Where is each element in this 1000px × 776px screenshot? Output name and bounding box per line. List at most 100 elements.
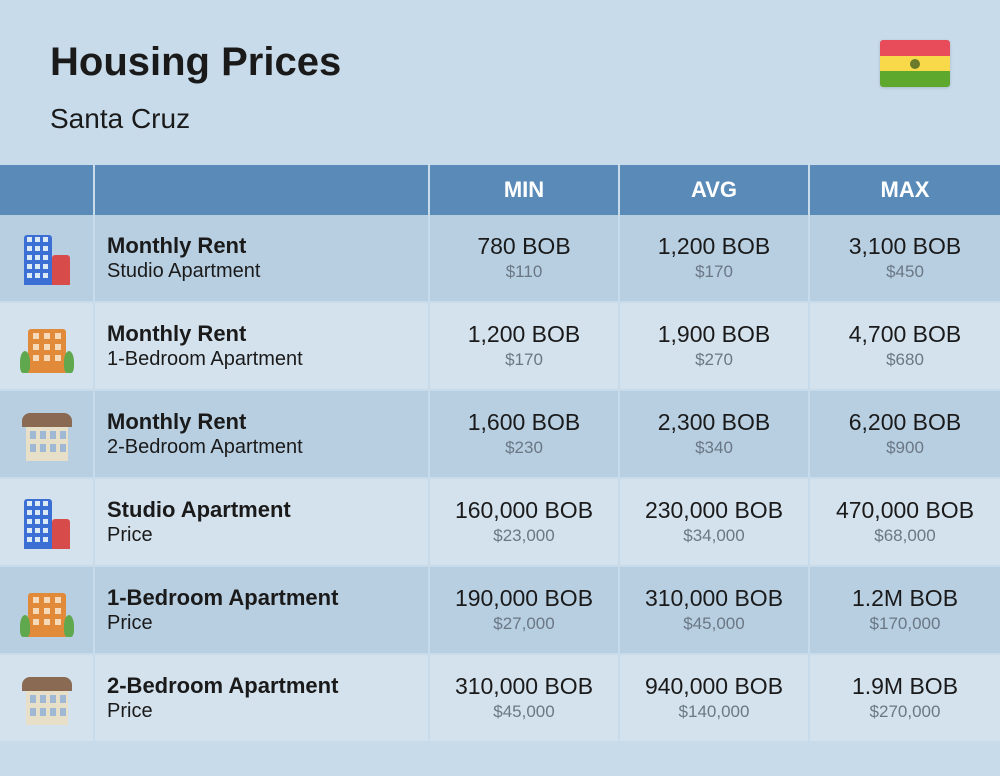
avg-usd: $170	[695, 261, 733, 283]
max-value: 3,100 BOB	[849, 233, 962, 261]
min-usd: $27,000	[493, 613, 554, 635]
cell-label: Monthly Rent Studio Apartment	[95, 215, 430, 303]
cell-min: 1,600 BOB $230	[430, 391, 620, 479]
cell-avg: 2,300 BOB $340	[620, 391, 810, 479]
avg-value: 310,000 BOB	[645, 585, 783, 613]
max-value: 4,700 BOB	[849, 321, 962, 349]
table-body: Monthly Rent Studio Apartment 780 BOB $1…	[0, 215, 1000, 743]
cell-max: 3,100 BOB $450	[810, 215, 1000, 303]
cell-max: 470,000 BOB $68,000	[810, 479, 1000, 567]
flag-stripe-mid	[880, 56, 950, 72]
min-usd: $110	[506, 261, 543, 283]
min-value: 780 BOB	[477, 233, 570, 261]
table-row: Studio Apartment Price 160,000 BOB $23,0…	[0, 479, 1000, 567]
min-usd: $23,000	[493, 525, 554, 547]
flag-stripe-top	[880, 40, 950, 56]
max-usd: $170,000	[870, 613, 941, 635]
cell-min: 1,200 BOB $170	[430, 303, 620, 391]
flag-emblem-icon	[910, 59, 920, 69]
avg-usd: $140,000	[679, 701, 750, 723]
max-usd: $900	[886, 437, 924, 459]
cell-min: 190,000 BOB $27,000	[430, 567, 620, 655]
min-value: 1,600 BOB	[468, 409, 581, 437]
max-value: 6,200 BOB	[849, 409, 962, 437]
th-label	[95, 165, 430, 215]
cell-avg: 940,000 BOB $140,000	[620, 655, 810, 743]
cell-max: 6,200 BOB $900	[810, 391, 1000, 479]
cell-icon	[0, 303, 95, 391]
th-min: MIN	[430, 165, 620, 215]
max-usd: $450	[886, 261, 924, 283]
row-title: Monthly Rent	[107, 408, 246, 436]
cell-avg: 1,200 BOB $170	[620, 215, 810, 303]
studio-building-icon	[18, 231, 76, 285]
max-value: 470,000 BOB	[836, 497, 974, 525]
cell-label: 2-Bedroom Apartment Price	[95, 655, 430, 743]
cell-max: 4,700 BOB $680	[810, 303, 1000, 391]
max-value: 1.2M BOB	[852, 585, 958, 613]
two-bedroom-building-icon	[18, 407, 76, 461]
two-bedroom-building-icon	[18, 671, 76, 725]
avg-usd: $270	[695, 349, 733, 371]
cell-avg: 310,000 BOB $45,000	[620, 567, 810, 655]
min-value: 190,000 BOB	[455, 585, 593, 613]
min-usd: $45,000	[493, 701, 554, 723]
cell-icon	[0, 567, 95, 655]
avg-usd: $34,000	[683, 525, 744, 547]
avg-usd: $45,000	[683, 613, 744, 635]
row-title: Monthly Rent	[107, 320, 246, 348]
row-subtitle: Price	[107, 699, 153, 724]
studio-building-icon	[18, 495, 76, 549]
min-value: 310,000 BOB	[455, 673, 593, 701]
avg-value: 2,300 BOB	[658, 409, 771, 437]
cell-label: Studio Apartment Price	[95, 479, 430, 567]
max-value: 1.9M BOB	[852, 673, 958, 701]
cell-avg: 1,900 BOB $270	[620, 303, 810, 391]
one-bedroom-building-icon	[18, 583, 76, 637]
table-row: Monthly Rent 2-Bedroom Apartment 1,600 B…	[0, 391, 1000, 479]
max-usd: $68,000	[874, 525, 935, 547]
min-value: 1,200 BOB	[468, 321, 581, 349]
table-row: Monthly Rent 1-Bedroom Apartment 1,200 B…	[0, 303, 1000, 391]
table-row: Monthly Rent Studio Apartment 780 BOB $1…	[0, 215, 1000, 303]
cell-min: 160,000 BOB $23,000	[430, 479, 620, 567]
avg-value: 1,900 BOB	[658, 321, 771, 349]
row-subtitle: Studio Apartment	[107, 259, 260, 284]
cell-avg: 230,000 BOB $34,000	[620, 479, 810, 567]
table-row: 1-Bedroom Apartment Price 190,000 BOB $2…	[0, 567, 1000, 655]
th-avg: AVG	[620, 165, 810, 215]
th-icon	[0, 165, 95, 215]
cell-label: Monthly Rent 1-Bedroom Apartment	[95, 303, 430, 391]
max-usd: $270,000	[870, 701, 941, 723]
cell-icon	[0, 479, 95, 567]
avg-usd: $340	[695, 437, 733, 459]
avg-value: 230,000 BOB	[645, 497, 783, 525]
table-header: MIN AVG MAX	[0, 165, 1000, 215]
cell-max: 1.2M BOB $170,000	[810, 567, 1000, 655]
row-title: Studio Apartment	[107, 496, 291, 524]
cell-icon	[0, 391, 95, 479]
row-subtitle: Price	[107, 611, 153, 636]
cell-icon	[0, 215, 95, 303]
row-title: 2-Bedroom Apartment	[107, 672, 338, 700]
page-subtitle: Santa Cruz	[50, 103, 950, 135]
min-usd: $170	[505, 349, 543, 371]
header: Housing Prices Santa Cruz	[0, 0, 1000, 165]
cell-min: 780 BOB $110	[430, 215, 620, 303]
flag-icon	[880, 40, 950, 87]
max-usd: $680	[886, 349, 924, 371]
cell-icon	[0, 655, 95, 743]
min-usd: $230	[505, 437, 543, 459]
cell-label: Monthly Rent 2-Bedroom Apartment	[95, 391, 430, 479]
avg-value: 1,200 BOB	[658, 233, 771, 261]
row-title: 1-Bedroom Apartment	[107, 584, 338, 612]
row-subtitle: 2-Bedroom Apartment	[107, 435, 303, 460]
row-subtitle: 1-Bedroom Apartment	[107, 347, 303, 372]
th-max: MAX	[810, 165, 1000, 215]
row-title: Monthly Rent	[107, 232, 246, 260]
one-bedroom-building-icon	[18, 319, 76, 373]
min-value: 160,000 BOB	[455, 497, 593, 525]
cell-min: 310,000 BOB $45,000	[430, 655, 620, 743]
table-row: 2-Bedroom Apartment Price 310,000 BOB $4…	[0, 655, 1000, 743]
cell-max: 1.9M BOB $270,000	[810, 655, 1000, 743]
